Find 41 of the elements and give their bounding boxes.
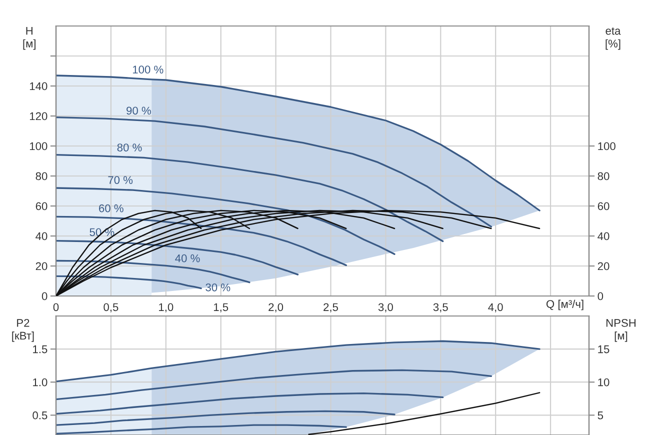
series-label: 80 % <box>117 144 142 152</box>
y2-tick-label: 100 <box>598 142 616 150</box>
x-tick-label: 3,0 <box>378 303 393 312</box>
y-tick-label: 0 <box>42 292 48 300</box>
y2-axis-title: eta [%] <box>606 27 621 50</box>
y-tick-label: 140 <box>30 82 48 90</box>
x-tick-label: 2,5 <box>324 303 338 312</box>
y-tick-label: 1.5 <box>33 345 48 354</box>
x-tick-label: 2,0 <box>268 303 284 312</box>
x-tick-label: 0 <box>53 303 59 312</box>
y-tick-label: 1.0 <box>33 378 48 386</box>
series-label: 70 % <box>108 176 133 184</box>
y2-tick-label: 80 <box>598 172 610 180</box>
y2-tick-label: 10 <box>598 378 610 386</box>
series-label: 100 % <box>132 66 164 74</box>
y2-tick-label: 60 <box>598 202 610 210</box>
x-tick-label: 0,5 <box>104 303 118 312</box>
y-tick-label: 80 <box>36 172 48 180</box>
y-tick-label: 40 <box>36 232 48 240</box>
y2-tick-label: 0 <box>598 292 604 300</box>
y2-tick-label: 20 <box>598 262 610 270</box>
y-tick-label: 100 <box>30 142 48 150</box>
y-tick-label: 60 <box>36 202 48 210</box>
y2-tick-label: 40 <box>598 232 610 240</box>
x-tick-label: 3,5 <box>433 303 448 312</box>
x-tick-label: 4,0 <box>488 303 503 312</box>
series-label: 40 % <box>175 254 200 262</box>
y-axis-title: H [м] <box>23 26 36 50</box>
x-tick-label: 1,5 <box>214 303 228 312</box>
y2-tick-label: 15 <box>598 345 610 354</box>
y-axis-title: P2 [кВт] <box>12 319 34 342</box>
y-tick-label: 0.5 <box>32 411 48 420</box>
y2-tick-label: 5 <box>598 412 604 420</box>
x-tick-label: 1,0 <box>159 303 174 312</box>
x-axis-title: Q [м³/ч] <box>546 300 584 310</box>
series-label: 90 % <box>126 106 151 115</box>
y2-axis-title: NPSH [м] <box>606 319 636 342</box>
series-label: 30 % <box>206 283 230 292</box>
y-tick-label: 20 <box>36 262 48 270</box>
y-tick-label: 120 <box>30 112 48 120</box>
series-label: 60 % <box>99 204 124 212</box>
